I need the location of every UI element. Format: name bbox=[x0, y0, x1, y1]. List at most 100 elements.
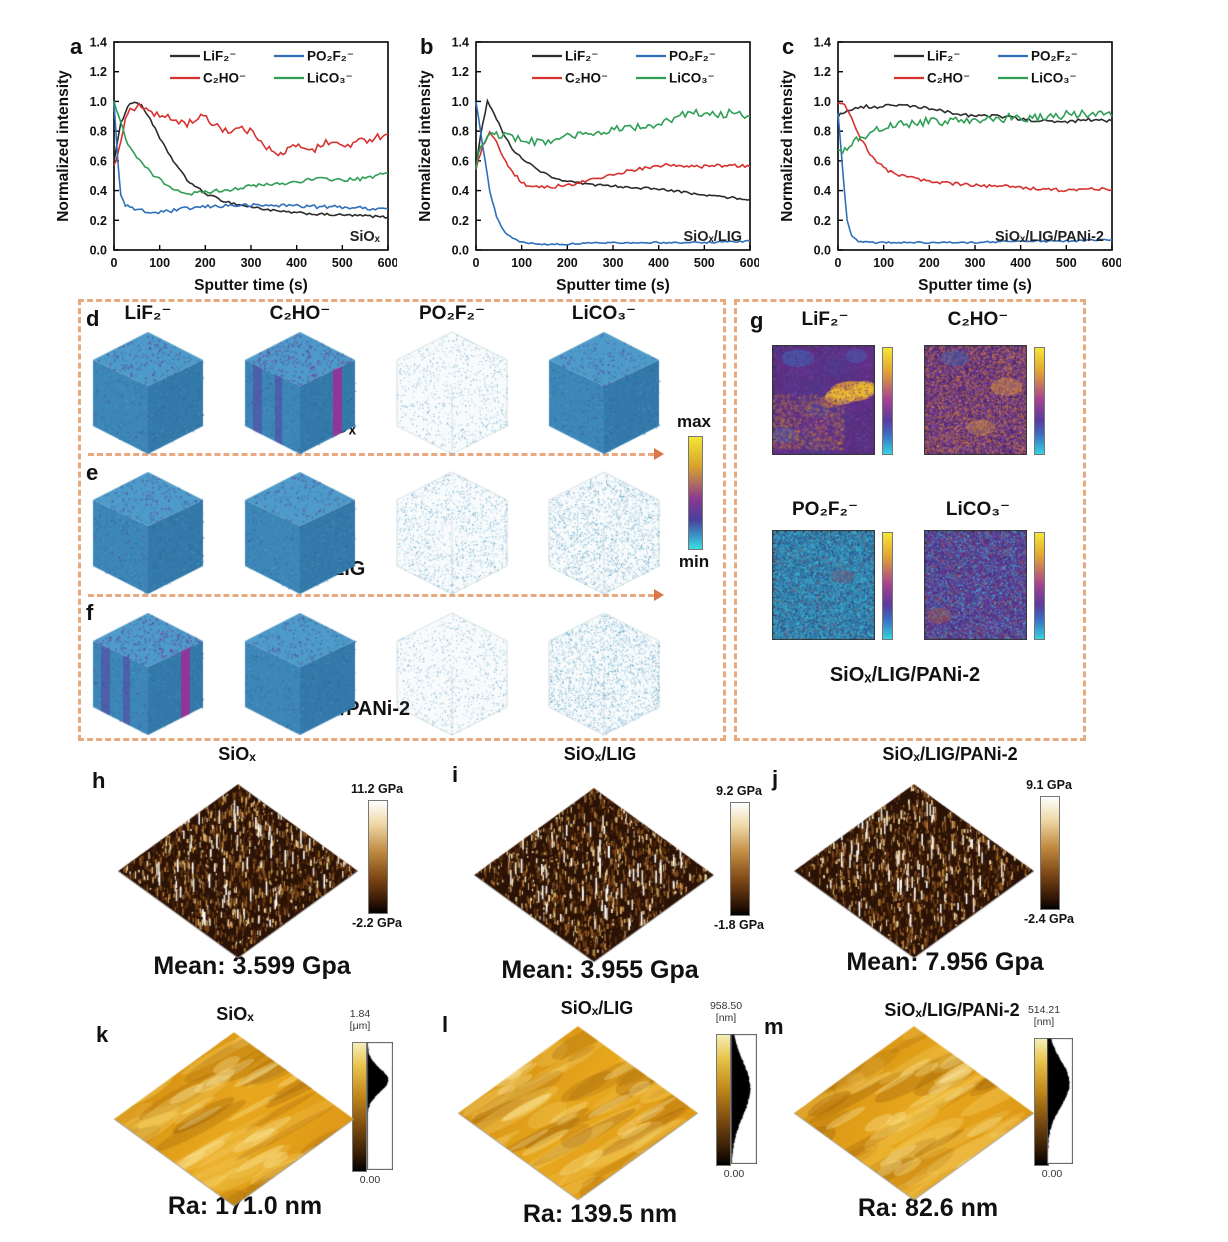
topo-surface-l bbox=[452, 1020, 704, 1206]
svg-text:600: 600 bbox=[378, 256, 397, 270]
panel-c-chart: 0.0 0.2 0.4 0.6 0.8 1.0 1.2 1.4 0 100 200 300 400 500… bbox=[776, 28, 1122, 296]
svg-text:1.4: 1.4 bbox=[452, 36, 469, 50]
g-ion-label-c2ho: C₂HO⁻ bbox=[947, 309, 1009, 330]
arrow-right-icon bbox=[654, 448, 664, 460]
m-title: SiOₓ/LIG/PANi-2 bbox=[884, 1000, 1020, 1020]
svg-text:Normalized intensity: Normalized intensity bbox=[779, 70, 796, 222]
sample-label-f: SiOₓ/LIG/PANi-2 bbox=[259, 698, 411, 720]
svg-text:1.2: 1.2 bbox=[90, 65, 107, 79]
svg-text:0: 0 bbox=[473, 256, 480, 270]
svg-text:0.6: 0.6 bbox=[452, 154, 469, 168]
panel-letter-g: g bbox=[750, 308, 764, 333]
panel-letter-b: b bbox=[420, 34, 434, 59]
svg-text:400: 400 bbox=[648, 256, 669, 270]
topo-histogram-l bbox=[731, 1034, 757, 1164]
panel-letter-m: m bbox=[764, 1014, 784, 1039]
chart-svg-b: 0.0 0.2 0.4 0.6 0.8 1.0 1.2 1.4 0 100 200 300 400 500… bbox=[417, 36, 760, 295]
g-colorbar-po2f2 bbox=[882, 532, 893, 640]
g-ion-label-po2f2: PO₂F₂⁻ bbox=[792, 499, 858, 520]
svg-text:LiCO₃⁻: LiCO₃⁻ bbox=[1031, 71, 1077, 86]
svg-text:SiOₓ/LIG: SiOₓ/LIG bbox=[684, 229, 742, 245]
panel-letter-c: c bbox=[782, 34, 795, 59]
l-ra-label: Ra: 139.5 nm bbox=[522, 1200, 678, 1228]
panel-letter-j: j bbox=[772, 766, 779, 791]
sample-label-d: SiOₓ bbox=[314, 416, 356, 438]
svg-text:1.0: 1.0 bbox=[814, 95, 831, 109]
topo-histogram-m bbox=[1047, 1038, 1073, 1164]
panel-letter-i: i bbox=[452, 762, 459, 787]
svg-text:Sputter time (s): Sputter time (s) bbox=[194, 277, 308, 294]
svg-text:600: 600 bbox=[740, 256, 759, 270]
panel-letter-f: f bbox=[86, 600, 94, 625]
panel-letter-k: k bbox=[96, 1022, 109, 1047]
svg-text:500: 500 bbox=[332, 256, 353, 270]
g-sample-label: SiOₓ/LIG/PANi-2 bbox=[829, 664, 981, 686]
svg-text:200: 200 bbox=[195, 256, 216, 270]
svg-text:600: 600 bbox=[1102, 256, 1121, 270]
l-title: SiOₓ/LIG bbox=[560, 998, 634, 1018]
svg-text:0.0: 0.0 bbox=[90, 244, 107, 258]
k-cbar-bottom-label: 0.00 bbox=[359, 1174, 381, 1186]
panel-letter-a: a bbox=[70, 34, 83, 59]
svg-text:Normalized intensity: Normalized intensity bbox=[55, 70, 72, 222]
g-colorbar-lico3 bbox=[1034, 532, 1045, 640]
svg-text:C₂HO⁻: C₂HO⁻ bbox=[565, 71, 608, 86]
k-cbar-unit: [μm] bbox=[349, 1020, 371, 1033]
h-cbar-min: -2.2 GPa bbox=[351, 916, 403, 930]
svg-text:SiOₓ: SiOₓ bbox=[350, 229, 381, 245]
chart-svg-c: 0.0 0.2 0.4 0.6 0.8 1.0 1.2 1.4 0 100 200 300 400 500… bbox=[779, 36, 1122, 295]
i-cbar-min: -1.8 GPa bbox=[713, 918, 765, 932]
svg-text:500: 500 bbox=[1056, 256, 1077, 270]
h-title: SiOₓ bbox=[218, 744, 256, 764]
svg-text:500: 500 bbox=[694, 256, 715, 270]
svg-text:1.0: 1.0 bbox=[452, 95, 469, 109]
l-cbar-unit: [nm] bbox=[715, 1012, 737, 1025]
tof3d-dashed-box bbox=[78, 299, 726, 741]
j-colorbar bbox=[1040, 796, 1060, 910]
svg-text:LiCO₃⁻: LiCO₃⁻ bbox=[669, 71, 715, 86]
svg-text:Sputter time (s): Sputter time (s) bbox=[556, 277, 670, 294]
h-colorbar bbox=[368, 800, 388, 914]
g-ion-label-lico3: LiCO₃⁻ bbox=[945, 499, 1011, 520]
topo-surface-m bbox=[788, 1020, 1040, 1206]
svg-text:0.4: 0.4 bbox=[452, 184, 469, 198]
svg-text:PO₂F₂⁻: PO₂F₂⁻ bbox=[1031, 49, 1078, 64]
modulus-surface-j bbox=[788, 778, 1040, 964]
k-cbar-value: 1.84 bbox=[349, 1008, 371, 1020]
g-colorbar-lif2 bbox=[882, 347, 893, 455]
panel-b-chart: 0.0 0.2 0.4 0.6 0.8 1.0 1.2 1.4 0 100 200 300 400 500… bbox=[414, 28, 760, 296]
i-title: SiOₓ/LIG bbox=[563, 744, 637, 764]
svg-text:300: 300 bbox=[603, 256, 624, 270]
colorbar-min-label: min bbox=[678, 552, 710, 571]
colorbar-max-label: max bbox=[676, 412, 712, 431]
svg-text:0.0: 0.0 bbox=[814, 244, 831, 258]
svg-text:0.4: 0.4 bbox=[814, 184, 831, 198]
svg-text:400: 400 bbox=[1010, 256, 1031, 270]
svg-text:200: 200 bbox=[919, 256, 940, 270]
svg-text:PO₂F₂⁻: PO₂F₂⁻ bbox=[307, 49, 354, 64]
svg-text:100: 100 bbox=[873, 256, 894, 270]
topo-histogram-k bbox=[367, 1042, 393, 1170]
svg-text:1.4: 1.4 bbox=[90, 36, 107, 50]
j-cbar-max: 9.1 GPa bbox=[1026, 778, 1072, 792]
m-cbar-value: 514.21 bbox=[1027, 1004, 1061, 1016]
h-mean-label: Mean: 3.599 Gpa bbox=[153, 952, 351, 980]
j-title: SiOₓ/LIG/PANi-2 bbox=[882, 744, 1018, 764]
svg-text:LiCO₃⁻: LiCO₃⁻ bbox=[307, 71, 353, 86]
svg-text:C₂HO⁻: C₂HO⁻ bbox=[927, 71, 970, 86]
g-colorbar-c2ho bbox=[1034, 347, 1045, 455]
svg-text:0.6: 0.6 bbox=[814, 154, 831, 168]
m-cbar-bottom-label: 0.00 bbox=[1041, 1168, 1063, 1180]
svg-text:100: 100 bbox=[149, 256, 170, 270]
k-cbar-top-label: 1.84 [μm] bbox=[330, 1008, 390, 1032]
sample-label-e: SiOₓ/LIG bbox=[284, 558, 366, 580]
svg-text:1.4: 1.4 bbox=[814, 36, 831, 50]
svg-text:0.4: 0.4 bbox=[90, 184, 107, 198]
ion-label-c2ho: C₂HO⁻ bbox=[269, 303, 331, 324]
i-colorbar bbox=[730, 802, 750, 916]
m-cbar-unit: [nm] bbox=[1033, 1016, 1055, 1029]
row-divider-e-f bbox=[88, 594, 654, 597]
panel-a-chart: 0.0 0.2 0.4 0.6 0.8 1.0 1.2 1.4 0 100 200 300 400 500… bbox=[52, 28, 398, 296]
m-cbar-top-label: 514.21 [nm] bbox=[1014, 1004, 1074, 1028]
